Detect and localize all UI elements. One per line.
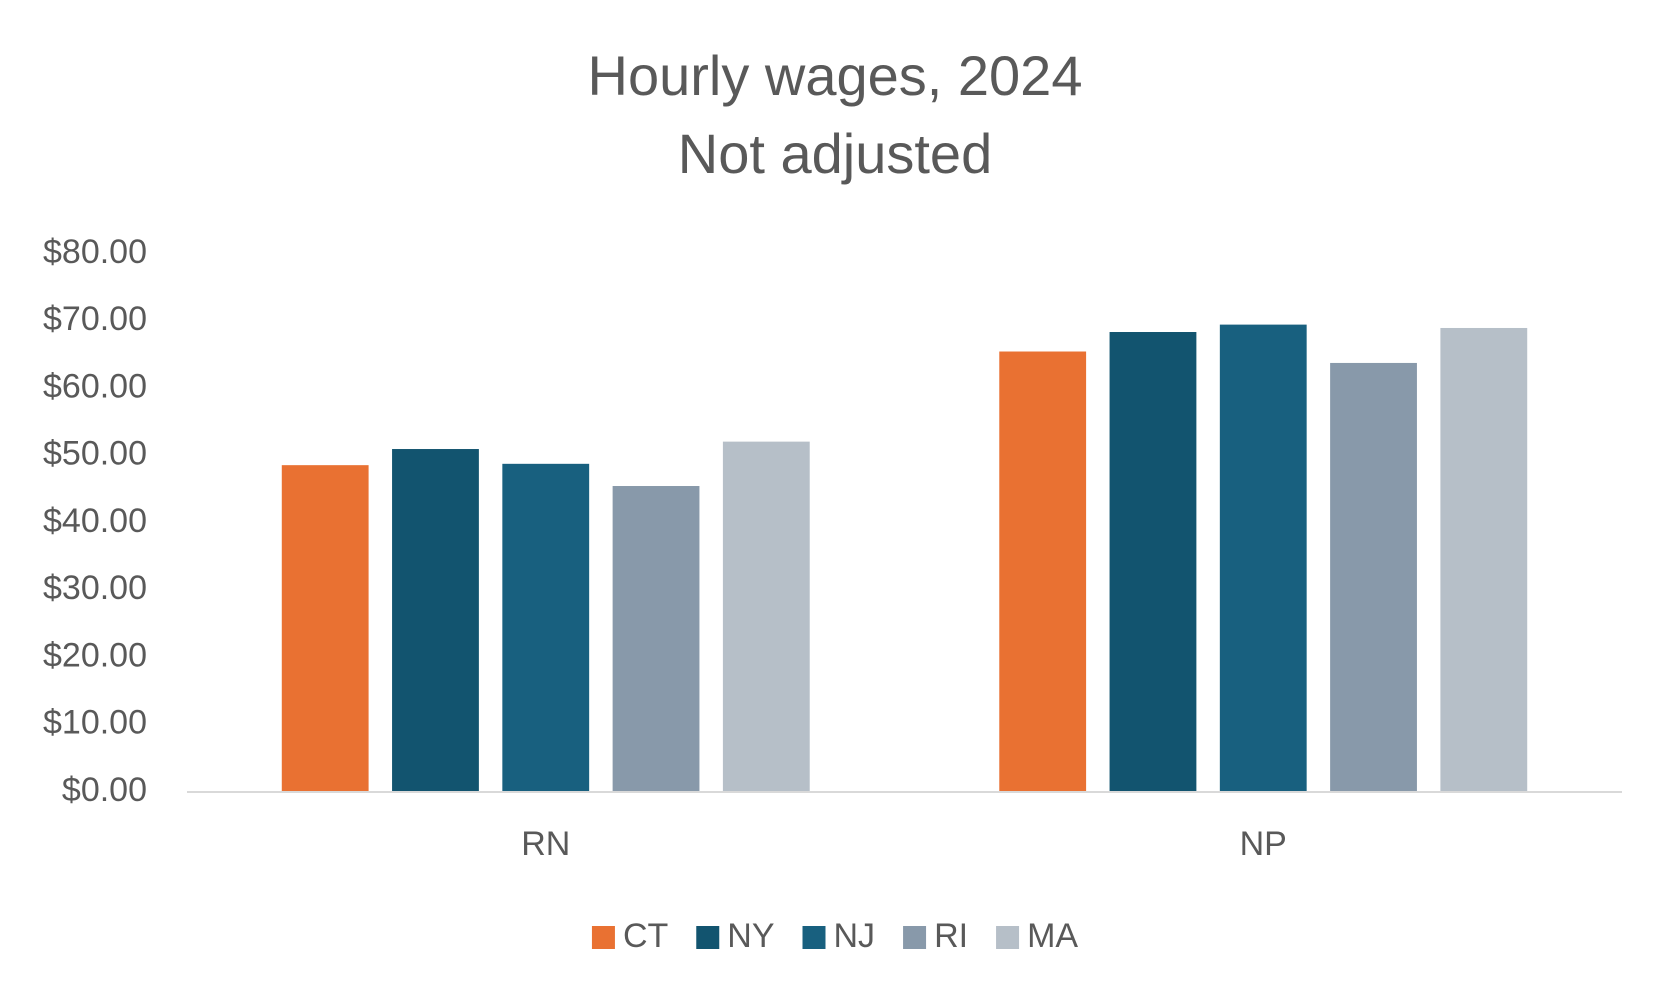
- legend-label: RI: [934, 917, 968, 955]
- y-tick-label: $80.00: [43, 233, 147, 271]
- bar: [1440, 327, 1528, 792]
- legend-swatch: [802, 926, 826, 949]
- legend-swatch: [903, 926, 927, 949]
- legend-label: MA: [1027, 917, 1078, 955]
- y-tick-label: $70.00: [43, 300, 147, 338]
- y-tick-label: $10.00: [43, 704, 147, 742]
- bar: [502, 463, 590, 792]
- legend-swatch: [591, 926, 615, 949]
- bar: [281, 465, 369, 792]
- chart-title: Hourly wages, 2024: [588, 44, 1083, 107]
- bar: [612, 486, 700, 792]
- legend-swatch: [996, 926, 1020, 949]
- x-tick-label: RN: [521, 825, 570, 863]
- y-tick-label: $50.00: [43, 435, 147, 473]
- y-tick-label: $20.00: [43, 636, 147, 674]
- bar: [1219, 324, 1307, 792]
- y-tick-label: $40.00: [43, 502, 147, 540]
- legend-label: CT: [623, 917, 668, 955]
- y-tick-label: $60.00: [43, 367, 147, 405]
- y-tick-label: $30.00: [43, 569, 147, 607]
- bar: [999, 351, 1087, 792]
- legend-label: NJ: [834, 917, 876, 955]
- bar: [1330, 362, 1417, 792]
- bar: [722, 441, 810, 792]
- bar: [392, 449, 479, 792]
- bar: [1109, 332, 1197, 792]
- legend-swatch: [696, 926, 720, 949]
- y-tick-label: $0.00: [62, 771, 147, 809]
- x-tick-label: NP: [1240, 825, 1287, 863]
- chart-subtitle: Not adjusted: [678, 122, 992, 185]
- legend-label: NY: [727, 917, 774, 955]
